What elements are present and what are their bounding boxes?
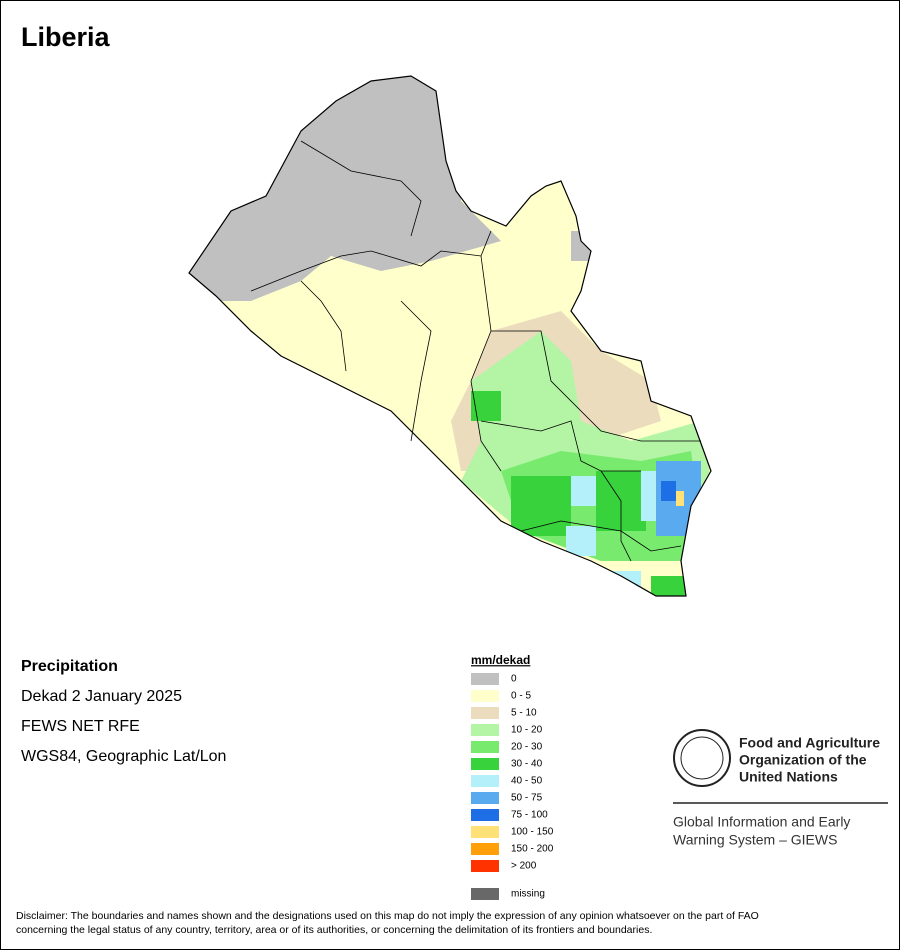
- info-line: Dekad 2 January 2025: [21, 688, 182, 705]
- legend-title: mm/dekad: [471, 653, 530, 667]
- legend-label: 0: [511, 674, 517, 685]
- system-name: Warning System – GIEWS: [673, 832, 837, 848]
- info-line: FEWS NET RFE: [21, 718, 140, 735]
- info-heading: Precipitation: [21, 658, 118, 675]
- legend-label: missing: [511, 889, 545, 900]
- legend-swatch: [471, 775, 499, 787]
- legend-label: 0 - 5: [511, 691, 531, 702]
- legend-swatch: [471, 673, 499, 685]
- legend-swatch: [471, 690, 499, 702]
- legend-swatch: [471, 724, 499, 736]
- legend-swatch: [471, 758, 499, 770]
- legend-swatch: [471, 809, 499, 821]
- legend-swatch: [471, 707, 499, 719]
- legend-label: 50 - 75: [511, 793, 543, 804]
- legend-swatch: [471, 741, 499, 753]
- fao-emblem-inner: [680, 736, 724, 780]
- legend-label: 5 - 10: [511, 708, 537, 719]
- legend-label: 150 - 200: [511, 844, 554, 855]
- legend-swatch: [471, 860, 499, 872]
- legend-label: 100 - 150: [511, 827, 554, 838]
- legend-swatch: [471, 826, 499, 838]
- rainfall-raster: [189, 76, 711, 596]
- legend-swatch: [471, 888, 499, 900]
- legend-label: 30 - 40: [511, 759, 543, 770]
- disclaimer: Disclaimer: The boundaries and names sho…: [16, 910, 759, 922]
- legend-label: 40 - 50: [511, 776, 543, 787]
- legend-swatch: [471, 843, 499, 855]
- disclaimer: concerning the legal status of any count…: [16, 924, 652, 936]
- org-name: Organization of the: [739, 752, 867, 768]
- system-name: Global Information and Early: [673, 814, 850, 830]
- legend-label: 10 - 20: [511, 725, 543, 736]
- legend-label: 75 - 100: [511, 810, 548, 821]
- map-title: Liberia: [21, 22, 111, 52]
- legend-label: > 200: [511, 861, 537, 872]
- legend-label: 20 - 30: [511, 742, 543, 753]
- org-name: Food and Agriculture: [739, 735, 880, 751]
- info-line: WGS84, Geographic Lat/Lon: [21, 748, 226, 765]
- legend-swatch: [471, 792, 499, 804]
- county-boundaries: [250, 140, 701, 562]
- fao-emblem: [673, 729, 731, 787]
- org-name: United Nations: [739, 769, 838, 785]
